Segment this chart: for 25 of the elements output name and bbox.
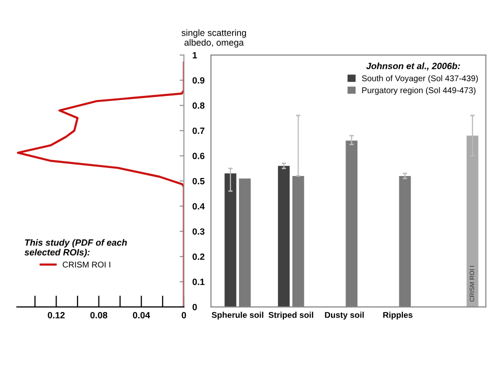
x-tick-label: 0 xyxy=(182,312,186,318)
y-axis-title: single scattering albedo, omega xyxy=(182,29,246,48)
x-tick-label: Striped soil xyxy=(268,312,314,320)
y-tick-label: 0.8 xyxy=(192,102,204,109)
x-tick-label: 0.12 xyxy=(48,312,65,318)
legend-label: Purgatory region (Sol 449-473) xyxy=(362,87,476,95)
y-tick-label: 0.1 xyxy=(192,278,205,286)
legend-title: Johnson et al., 2006b: xyxy=(366,62,460,70)
x-tick-label: Spherule soil xyxy=(212,312,264,320)
x-tick-label: Dusty soil xyxy=(325,312,364,320)
legend-label: CRISM ROI I xyxy=(62,262,110,268)
x-tick-label: 0.08 xyxy=(90,312,108,318)
y-tick-label: 0 xyxy=(192,304,197,310)
legend-label: South of Voyager (Sol 437-439) xyxy=(362,75,478,83)
y-tick-label: 0.6 xyxy=(192,152,204,160)
y-tick-label: 0.4 xyxy=(192,203,205,210)
y-tick-label: 0.3 xyxy=(192,228,204,235)
x-tick-label: Ripples xyxy=(383,312,412,320)
y-tick-label: 0.9 xyxy=(192,77,204,84)
y-tick-label: 0.2 xyxy=(192,254,204,260)
x-tick-label: 0.04 xyxy=(132,312,150,318)
y-tick-label: 0.5 xyxy=(192,178,205,184)
y-tick-label: 0.7 xyxy=(192,128,204,134)
legend-title: This study (PDF of each selected ROIs): xyxy=(24,239,127,258)
y-tick-label: 1 xyxy=(192,52,197,58)
